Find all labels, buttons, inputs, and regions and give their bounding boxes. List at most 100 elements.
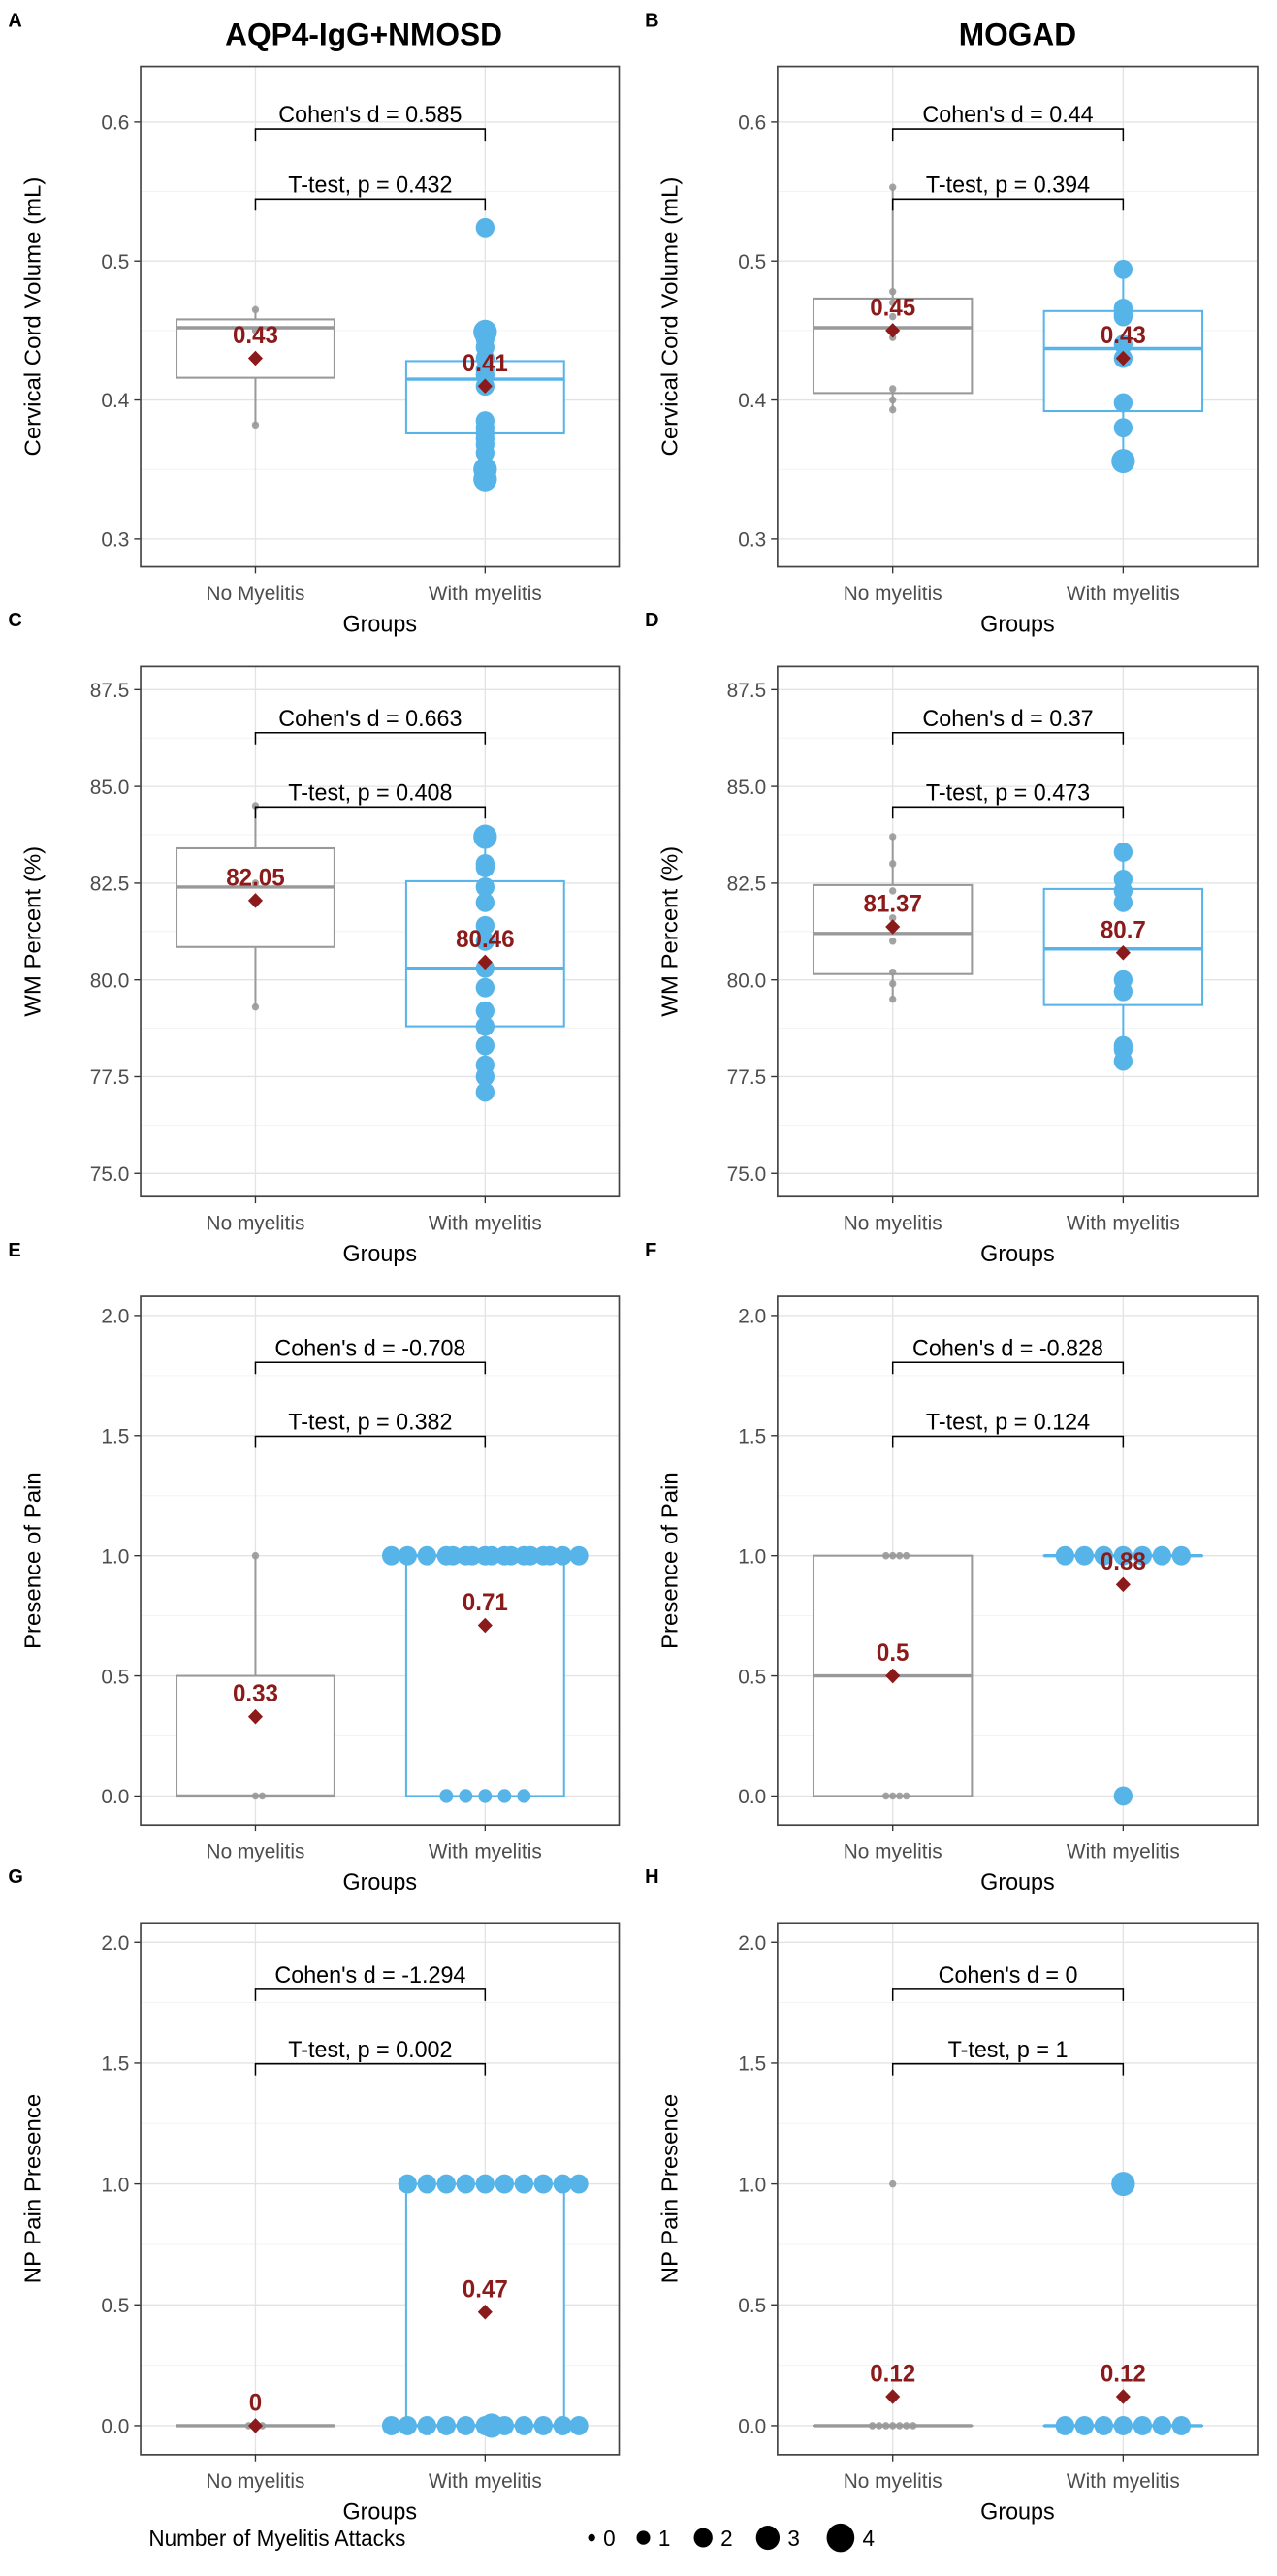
data-point bbox=[1111, 2172, 1135, 2197]
group-with-myelitis: 0.47 bbox=[381, 2174, 589, 2438]
data-point bbox=[1055, 1545, 1075, 1566]
data-point bbox=[889, 995, 897, 1003]
data-point bbox=[514, 2174, 534, 2194]
data-point bbox=[475, 1035, 495, 1056]
group-no-myelitis: 81.37 bbox=[813, 833, 974, 1003]
data-point bbox=[473, 466, 497, 492]
data-point bbox=[1074, 2416, 1095, 2435]
data-point bbox=[889, 287, 897, 296]
data-point bbox=[889, 299, 897, 306]
y-tick-label: 0.5 bbox=[738, 1666, 766, 1688]
mean-marker bbox=[885, 1668, 901, 1684]
mean-marker bbox=[1115, 2389, 1131, 2404]
y-tick-label: 2.0 bbox=[101, 1932, 129, 1955]
data-point bbox=[553, 1545, 573, 1566]
legend-label: 1 bbox=[658, 2526, 671, 2551]
ttest-bracket bbox=[254, 198, 487, 211]
legend-item: 1 bbox=[636, 2526, 670, 2551]
group-with-myelitis: 0.43 bbox=[1042, 259, 1204, 474]
x-tick-label: With myelitis bbox=[429, 2470, 542, 2493]
data-point bbox=[251, 305, 260, 314]
data-point bbox=[251, 327, 260, 334]
data-point bbox=[398, 2416, 417, 2435]
panel-H: H 0.0 0.5 1.0 1.5 2.0 NP Pain Presence 0.12 0.12… bbox=[645, 1866, 1259, 2526]
data-point bbox=[501, 1545, 521, 1566]
y-tick-label: 80.0 bbox=[90, 970, 130, 992]
group-no-myelitis: 0.33 bbox=[176, 1551, 335, 1800]
mean-label: 80.7 bbox=[1101, 917, 1146, 943]
data-point bbox=[479, 2413, 504, 2438]
panel-G: G 0.0 0.5 1.0 1.5 2.0 NP Pain Presence 0 0.47 Coh… bbox=[8, 1866, 621, 2526]
data-point bbox=[1113, 259, 1133, 279]
data-point bbox=[553, 2416, 573, 2435]
data-point bbox=[1094, 2416, 1114, 2435]
ttest-label: T-test, p = 0.394 bbox=[926, 173, 1090, 198]
ttest-label: T-test, p = 0.002 bbox=[288, 2038, 452, 2063]
x-tick-label: With myelitis bbox=[429, 1840, 542, 1862]
x-axis-label: Groups bbox=[980, 612, 1054, 637]
cohen-label: Cohen's d = -0.708 bbox=[274, 1336, 465, 1361]
data-point bbox=[475, 1016, 495, 1036]
data-point bbox=[1055, 2416, 1075, 2435]
data-point bbox=[398, 2174, 417, 2194]
x-tick-label: No myelitis bbox=[844, 583, 942, 605]
grid bbox=[777, 1923, 1258, 2455]
y-tick-label: 0.6 bbox=[101, 111, 129, 134]
cohen-bracket bbox=[891, 128, 1125, 142]
x-axis-label: Groups bbox=[343, 612, 417, 637]
x-tick-label: No myelitis bbox=[844, 2470, 942, 2493]
legend-item: 3 bbox=[755, 2526, 800, 2551]
data-point bbox=[889, 385, 897, 393]
data-point bbox=[889, 1792, 897, 1800]
y-tick-label: 77.5 bbox=[90, 1066, 130, 1089]
ttest-bracket bbox=[891, 806, 1125, 819]
data-point bbox=[475, 931, 495, 951]
data-point bbox=[1113, 843, 1133, 862]
panel-B: B 0.3 0.4 0.5 0.6 Cervical Cord Volume (mL) 0.… bbox=[645, 10, 1259, 637]
cohen-label: Cohen's d = -1.294 bbox=[274, 1963, 465, 1988]
mean-label: 0.45 bbox=[870, 295, 915, 321]
x-axis-label: Groups bbox=[343, 1870, 417, 1895]
mean-label: 0.47 bbox=[463, 2276, 508, 2303]
x-axis-label: Groups bbox=[980, 1242, 1054, 1267]
x-tick-label: No Myelitis bbox=[207, 583, 305, 605]
data-point bbox=[896, 1792, 904, 1800]
data-point bbox=[436, 2174, 456, 2194]
data-point bbox=[1171, 1545, 1192, 1566]
data-point bbox=[540, 1545, 559, 1566]
x-tick-label: With myelitis bbox=[1067, 583, 1180, 605]
panel-letter: H bbox=[645, 1866, 658, 1888]
y-tick-label: 87.5 bbox=[727, 680, 767, 702]
box bbox=[176, 1674, 335, 1797]
data-point bbox=[889, 938, 897, 945]
y-tick-label: 1.0 bbox=[738, 2174, 766, 2196]
data-point bbox=[495, 2174, 515, 2194]
x-tick-label: With myelitis bbox=[1067, 1840, 1180, 1862]
group-no-myelitis: 0.12 bbox=[813, 2179, 974, 2430]
ttest-bracket bbox=[254, 806, 487, 819]
data-point bbox=[889, 2422, 897, 2430]
cohen-label: Cohen's d = -0.828 bbox=[912, 1336, 1103, 1361]
y-axis-label: NP Pain Presence bbox=[21, 2094, 47, 2284]
data-point bbox=[381, 2416, 401, 2435]
y-tick-label: 1.5 bbox=[101, 1425, 129, 1447]
panel-letter: A bbox=[8, 10, 22, 31]
data-point bbox=[398, 1545, 417, 1566]
y-tick-label: 75.0 bbox=[727, 1163, 767, 1186]
data-point bbox=[1113, 1786, 1133, 1806]
mean-label: 0.43 bbox=[1101, 323, 1146, 349]
y-tick-label: 0.5 bbox=[101, 2295, 129, 2317]
data-point bbox=[475, 1082, 495, 1102]
mean-label: 0.41 bbox=[463, 350, 508, 376]
data-point bbox=[251, 421, 260, 429]
mean-label: 0.5 bbox=[877, 1640, 910, 1667]
x-tick-label: With myelitis bbox=[1067, 1212, 1180, 1234]
y-tick-label: 0.5 bbox=[738, 251, 766, 273]
column-title: AQP4-IgG+NMOSD bbox=[225, 16, 502, 51]
y-tick-label: 1.5 bbox=[738, 2052, 766, 2075]
mean-label: 80.46 bbox=[456, 927, 514, 953]
data-point bbox=[889, 914, 897, 922]
cohen-bracket bbox=[891, 1361, 1125, 1375]
legend-label: 0 bbox=[603, 2526, 616, 2551]
data-point bbox=[889, 979, 897, 988]
